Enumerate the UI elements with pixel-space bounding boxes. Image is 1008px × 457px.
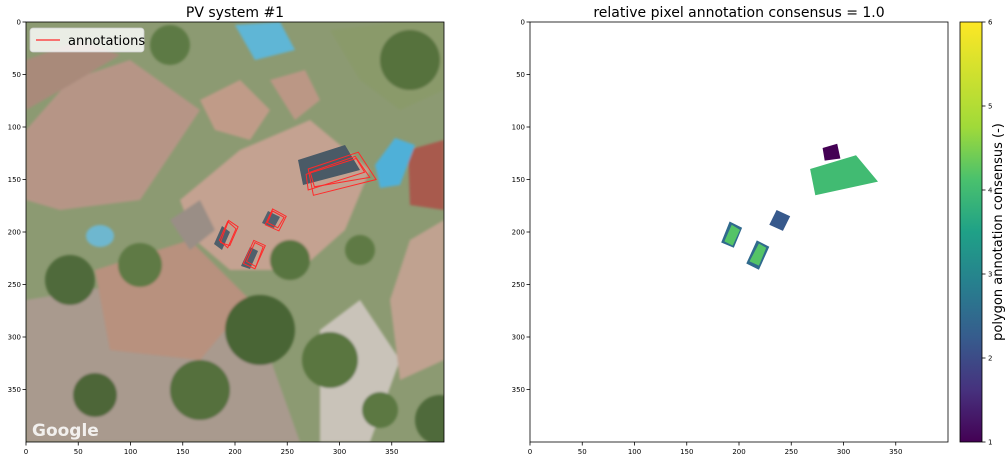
legend: annotations [29,27,145,53]
right-xtick-label: 100 [628,448,641,456]
right-xtick-label: 0 [528,448,532,456]
right-ytick-label: 300 [512,334,525,342]
right-ytick-label: 150 [512,176,525,184]
right-xtick-label: 350 [889,448,902,456]
right-xtick-label: 200 [732,448,745,456]
colorbar-tick-label: 5 [988,103,992,111]
left-xtick-label: 350 [385,448,398,456]
left-ytick-label: 350 [8,386,21,394]
consensus-region-7 [749,243,767,266]
colorbar-label: polygon annotation consensus (-) [991,123,1006,341]
annotation-polygon-2 [309,155,371,188]
left-xtick-label: 300 [333,448,346,456]
left-ytick-label: 50 [12,71,21,79]
annotation-polygon-4 [218,220,237,249]
left-ytick-label: 0 [17,19,21,27]
annotation-polygon-6 [245,241,264,268]
left-xtick-label: 150 [176,448,189,456]
right-ytick-label: 250 [512,281,525,289]
left-xtick-label: 100 [124,448,137,456]
left-ytick-label: 250 [8,281,21,289]
legend-label: annotations [68,34,145,49]
consensus-region-1 [822,143,841,161]
colorbar-tick-label: 4 [988,187,993,195]
left-xtick-label: 50 [74,448,83,456]
annotation-polygon-3 [305,157,366,191]
consensus-region-3 [769,210,791,231]
right-ytick-label: 0 [521,19,525,27]
colorbar-tick-label: 2 [988,355,992,363]
right-xtick-label: 300 [837,448,850,456]
colorbar [959,21,983,443]
right-title: relative pixel annotation consensus = 1.… [593,5,884,21]
left-title: PV system #1 [186,5,284,21]
right-xtick-label: 150 [680,448,693,456]
right-ytick-label: 350 [512,386,525,394]
colorbar-tick-label: 3 [988,271,992,279]
left-ytick-label: 100 [8,124,21,132]
annotation-polygon-1 [307,151,377,196]
consensus-region-5 [724,224,740,246]
right-xtick-label: 250 [785,448,798,456]
annotation-polygon-7 [242,239,266,270]
right-ytick-label: 200 [512,229,525,237]
right-ytick-label: 100 [512,124,525,132]
consensus-region-2 [810,155,878,196]
aerial-image: Google [26,22,444,442]
left-ytick-label: 150 [8,176,21,184]
annotation-polygon-8 [266,210,285,229]
left-xtick-label: 200 [228,448,241,456]
colorbar-tick-label: 6 [988,19,993,27]
right-ytick-label: 50 [516,71,525,79]
left-ytick-label: 200 [8,229,21,237]
annotation-polygon-9 [264,208,287,232]
left-xtick-label: 0 [24,448,28,456]
colorbar-tick-label: 1 [988,439,992,447]
left-xtick-label: 250 [281,448,294,456]
annotation-polygon-5 [219,219,239,247]
right-xtick-label: 50 [578,448,587,456]
google-watermark: Google [32,421,99,441]
left-ytick-label: 300 [8,334,21,342]
